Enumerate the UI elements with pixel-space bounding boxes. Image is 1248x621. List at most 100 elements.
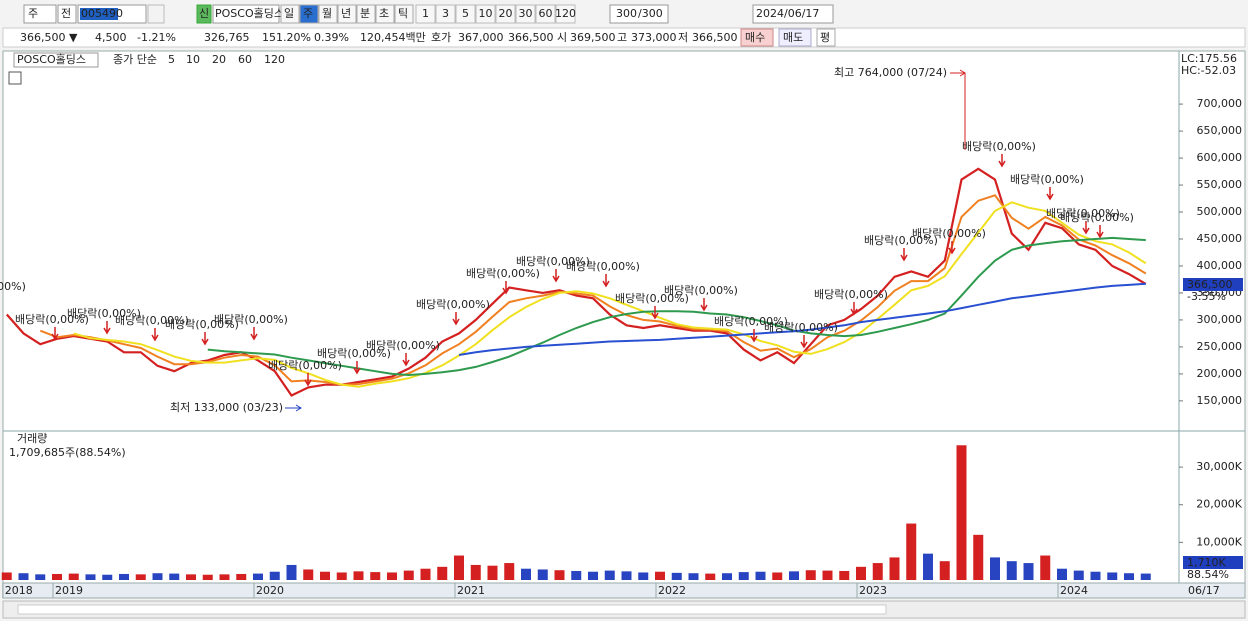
quote-price: 366,500 ▼ — [20, 31, 78, 44]
period-tab[interactable] — [375, 4, 395, 24]
quote-high: 373,000 — [631, 31, 677, 44]
unit-tab[interactable] — [435, 4, 456, 24]
period-tab[interactable] — [337, 4, 357, 24]
dividend-arrow — [151, 328, 159, 342]
volume-bar — [85, 574, 96, 580]
unit-tab[interactable] — [455, 4, 476, 24]
dividend-arrow — [750, 329, 758, 343]
x-tick-label: 2018 — [5, 584, 33, 597]
period-tab[interactable] — [280, 4, 300, 24]
last-price: 366,500 — [1187, 278, 1233, 291]
dividend-label: 배당락(0,00%) — [115, 314, 189, 327]
dividend-arrow — [651, 306, 659, 320]
dividend-arrow — [452, 312, 460, 326]
unit: 3 — [442, 7, 449, 20]
unit: 10 — [479, 7, 493, 20]
dividend-arrow — [304, 373, 312, 387]
period: 주 — [303, 7, 313, 20]
cycle-box[interactable] — [23, 4, 57, 24]
volume-bar — [705, 573, 716, 580]
x-tick-label: 2021 — [457, 584, 485, 597]
y-tick-label: 200,000 — [1197, 367, 1243, 380]
legend-title: POSCO홀딩스 — [17, 53, 86, 66]
hc-label: HC:-52.03 — [1181, 64, 1236, 77]
dividend-label: 배당락(0,00%) — [466, 267, 540, 280]
dividend-arrow — [700, 298, 708, 312]
volume-bar — [102, 574, 113, 580]
volume-bar — [839, 570, 850, 580]
y-tick-label: 20,000K — [1196, 498, 1242, 511]
scroll-track[interactable] — [17, 604, 887, 615]
x-tick-label: 2023 — [859, 584, 887, 597]
volume-bar — [856, 566, 866, 580]
ma-line-20 — [73, 201, 1147, 388]
dividend-label: 배당락(0,00%) — [962, 140, 1036, 153]
quote-bg — [2, 27, 1246, 48]
unit-tab[interactable] — [535, 4, 556, 24]
period-tab[interactable] — [318, 4, 338, 24]
search-btn[interactable] — [147, 4, 165, 24]
dividend-label: 배당락(0,00%) — [317, 347, 391, 360]
period-tab[interactable] — [394, 4, 414, 24]
y-tick-label: 10,000K — [1196, 535, 1242, 548]
period: 틱 — [398, 7, 408, 20]
volume-bar — [186, 574, 196, 580]
high-annotation: 최고 764,000 (07/24) — [834, 66, 947, 79]
eval: 평 — [820, 31, 830, 44]
volume-bar — [470, 564, 481, 580]
buy-btn[interactable] — [740, 28, 774, 47]
dividend-label: 배당락(0,00%) — [1046, 207, 1120, 220]
volume-bar — [18, 573, 29, 580]
dividend-arrow — [353, 361, 361, 375]
volume-bar — [1107, 572, 1118, 580]
dividend-arrow — [800, 335, 808, 349]
x-tick-label: 2019 — [55, 584, 83, 597]
dividend-arrow — [1082, 221, 1090, 235]
dividend-label: 배당락(0,00%) — [814, 288, 888, 301]
quote-volume-ratio: 151.20% — [262, 31, 311, 44]
y-tick-label: 30,000K — [1196, 460, 1242, 473]
table-icon[interactable] — [8, 71, 22, 85]
period-tab[interactable] — [299, 4, 319, 24]
volume-bar — [135, 574, 146, 580]
sell-btn[interactable] — [778, 28, 812, 47]
unit-tab[interactable] — [555, 4, 576, 24]
volume-bar — [588, 571, 598, 580]
unit: 5 — [462, 7, 469, 20]
unit-tab[interactable] — [515, 4, 536, 24]
period: 초 — [379, 7, 389, 20]
legend-entry: 20 — [212, 53, 226, 66]
unit-tab[interactable] — [415, 4, 436, 24]
dividend-label: 배당락(0,00%) — [268, 359, 342, 372]
dividend-arrow — [1096, 225, 1104, 239]
quote-change: 4,500 — [95, 31, 127, 44]
quote-bid: 366,500 — [508, 31, 554, 44]
prev-box[interactable] — [57, 4, 77, 24]
volume-bar — [420, 568, 431, 580]
volume-bar — [403, 570, 414, 580]
new-badge[interactable] — [196, 4, 212, 24]
date-box[interactable] — [752, 4, 834, 24]
high-arrow — [950, 69, 966, 150]
unit-tab[interactable] — [475, 4, 496, 24]
quote-ask-label: 호가 — [431, 31, 451, 44]
dividend-label: 배당락(0,00%) — [664, 284, 738, 297]
count-box[interactable] — [609, 4, 669, 24]
buy: 매수 — [745, 31, 765, 44]
volume-bar — [537, 569, 548, 580]
y-tick-label: 400,000 — [1197, 259, 1243, 272]
volume-bar — [973, 534, 984, 580]
unit-tab[interactable] — [495, 4, 516, 24]
name-box[interactable] — [212, 4, 280, 24]
dividend-label: 배당락(0,00%) — [516, 255, 590, 268]
period-tab[interactable] — [356, 4, 376, 24]
dividend-label: 배당락(0,00%) — [416, 298, 490, 311]
x-tick-label: 06/17 — [1188, 584, 1220, 597]
volume-bar — [370, 572, 381, 580]
volume-bar — [671, 572, 682, 580]
dividend-arrow — [103, 321, 111, 335]
unit: 60 — [539, 7, 553, 20]
eval-btn[interactable] — [816, 28, 836, 47]
quote-turnover: 0.39% — [314, 31, 349, 44]
code-sel — [80, 8, 118, 20]
